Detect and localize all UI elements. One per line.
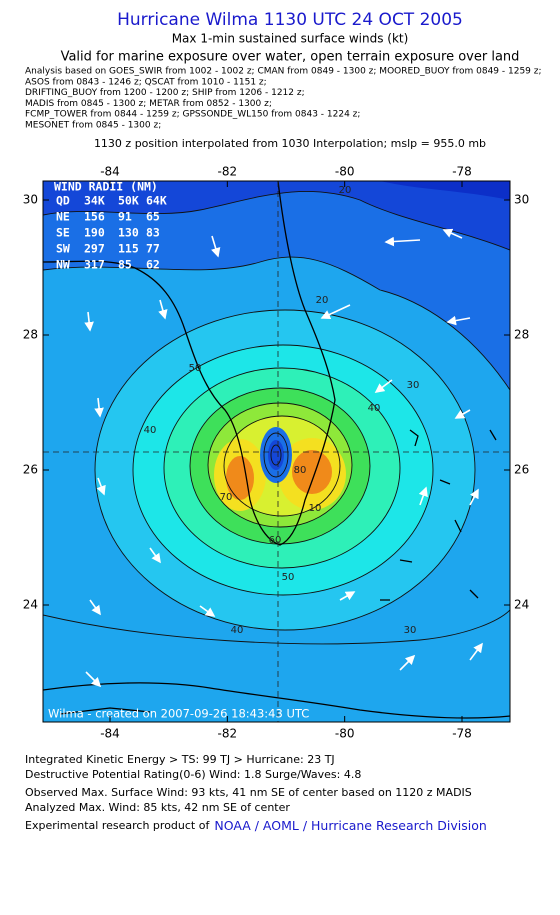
analysis-lines: Analysis based on GOES_SWIR from 1002 - …	[25, 67, 542, 131]
contour-label: 40	[144, 425, 157, 436]
product: Experimental research product of	[25, 819, 210, 832]
x-tick-label: -80	[335, 165, 355, 179]
ike: Integrated Kinetic Energy > TS: 99 TJ > …	[25, 753, 335, 766]
y-tick-label: 28	[514, 328, 529, 342]
coastline	[43, 181, 510, 719]
map-frame	[42, 180, 511, 723]
contour-label: 50	[189, 363, 202, 374]
product-note: Experimental research product of NOAA / A…	[25, 818, 487, 833]
title: Hurricane Wilma 1130 UTC 24 OCT 2005	[117, 10, 463, 30]
wind-radii-cell: NE	[56, 210, 70, 224]
wind-radii-cell: 91	[118, 210, 132, 224]
contour-label: 20	[339, 185, 352, 196]
wind-radii-cell: 77	[146, 242, 160, 256]
x-tick-label: -82	[218, 165, 238, 179]
credit: Wilma - created on 2007-09-26 18:43:43 U…	[48, 707, 309, 721]
wind-radii-cell: 115	[118, 242, 139, 256]
contour-label: 80	[294, 465, 307, 476]
analyzed: Analyzed Max. Wind: 85 kts, 42 nm SE of …	[25, 801, 290, 814]
contour-label: 40	[231, 625, 244, 636]
wind-radii-cell: SE	[56, 226, 70, 240]
wind-radii-cell: 130	[118, 226, 139, 240]
y-tick-label: 24	[23, 598, 38, 612]
map-ticks: -84 -84 -82 -82 -80 -80 -78 -78 30 30 28 28 26 26 24 24	[23, 165, 530, 741]
contour-label: 70	[220, 492, 233, 503]
analysis-line: Analysis based on GOES_SWIR from 1002 - …	[25, 67, 542, 77]
subtitle: Max 1-min sustained surface winds (kt)	[172, 32, 409, 46]
wind-radii-cell: QD	[56, 194, 70, 208]
wind-radii-cell: 34K	[84, 194, 105, 208]
wind-radii-cell: 62	[146, 258, 160, 272]
contour-label: 30	[404, 625, 417, 636]
analysis-line: MESONET from 0845 - 1300 z;	[25, 121, 161, 131]
wind-radii-cell: 297	[84, 242, 105, 256]
wind-radii-cell: 50K	[118, 194, 139, 208]
observed: Observed Max. Surface Wind: 93 kts, 41 n…	[25, 786, 472, 799]
analysis-line: DRIFTING_BUOY from 1200 - 1200 z; SHIP f…	[25, 88, 305, 98]
wind-radii-cell: 156	[84, 210, 105, 224]
y-tick-label: 26	[514, 463, 529, 477]
wind-radii-cell: SW	[56, 242, 70, 256]
valid-note: Valid for marine exposure over water, op…	[61, 50, 520, 65]
dpr: Destructive Potential Rating(0-6) Wind: …	[25, 768, 361, 781]
org-link[interactable]: NOAA / AOML / Hurricane Research Divisio…	[214, 818, 486, 833]
y-tick-label: 26	[23, 463, 38, 477]
analysis-line: FCMP_TOWER from 0844 - 1259 z; GPSSONDE_…	[25, 110, 360, 120]
interpolation-note: 1130 z position interpolated from 1030 I…	[94, 137, 486, 150]
wind-radii-cell: 85	[118, 258, 132, 272]
wind-radii: WIND RADII (NM)QD 34K 50K 64K NE 156 91 65 SE 190…	[54, 180, 167, 272]
wind-field: 20 20 30 30 40 40 40 50 50 60 70 80 10	[43, 181, 510, 722]
contour-label: 30	[407, 380, 420, 391]
y-tick-label: 30	[514, 193, 529, 207]
wind-radii-cell: NW	[56, 258, 70, 272]
wind-radii-title: WIND RADII (NM)	[54, 180, 158, 194]
wind-radii-cell: 83	[146, 226, 160, 240]
contour-label: 60	[269, 535, 282, 546]
x-tick-label: -84	[100, 165, 120, 179]
wind-vectors	[84, 228, 483, 688]
x-tick-label: -80	[335, 727, 355, 741]
contour-labels: 20 20 30 30 40 40 40 50 50 60 70 80 10	[144, 185, 420, 636]
x-tick-label: -78	[452, 165, 472, 179]
y-tick-label: 24	[514, 598, 529, 612]
analysis-line: MADIS from 0845 - 1300 z; METAR from 085…	[25, 99, 272, 109]
contour-label: 10	[309, 503, 322, 514]
wind-radii-cell: 190	[84, 226, 105, 240]
contour-label: 50	[282, 572, 295, 583]
analysis-line: ASOS from 0843 - 1246 z; QSCAT from 1010…	[25, 77, 267, 87]
contour-label: 40	[368, 403, 381, 414]
y-tick-label: 28	[23, 328, 38, 342]
x-tick-label: -84	[100, 727, 120, 741]
wind-radii-cell: 317	[84, 258, 105, 272]
y-tick-label: 30	[23, 193, 38, 207]
x-tick-label: -78	[452, 727, 472, 741]
wind-radii-cell: 64K	[146, 194, 167, 208]
x-tick-label: -82	[218, 727, 238, 741]
contour-label: 20	[316, 295, 329, 306]
wind-radii-cell: 65	[146, 210, 160, 224]
